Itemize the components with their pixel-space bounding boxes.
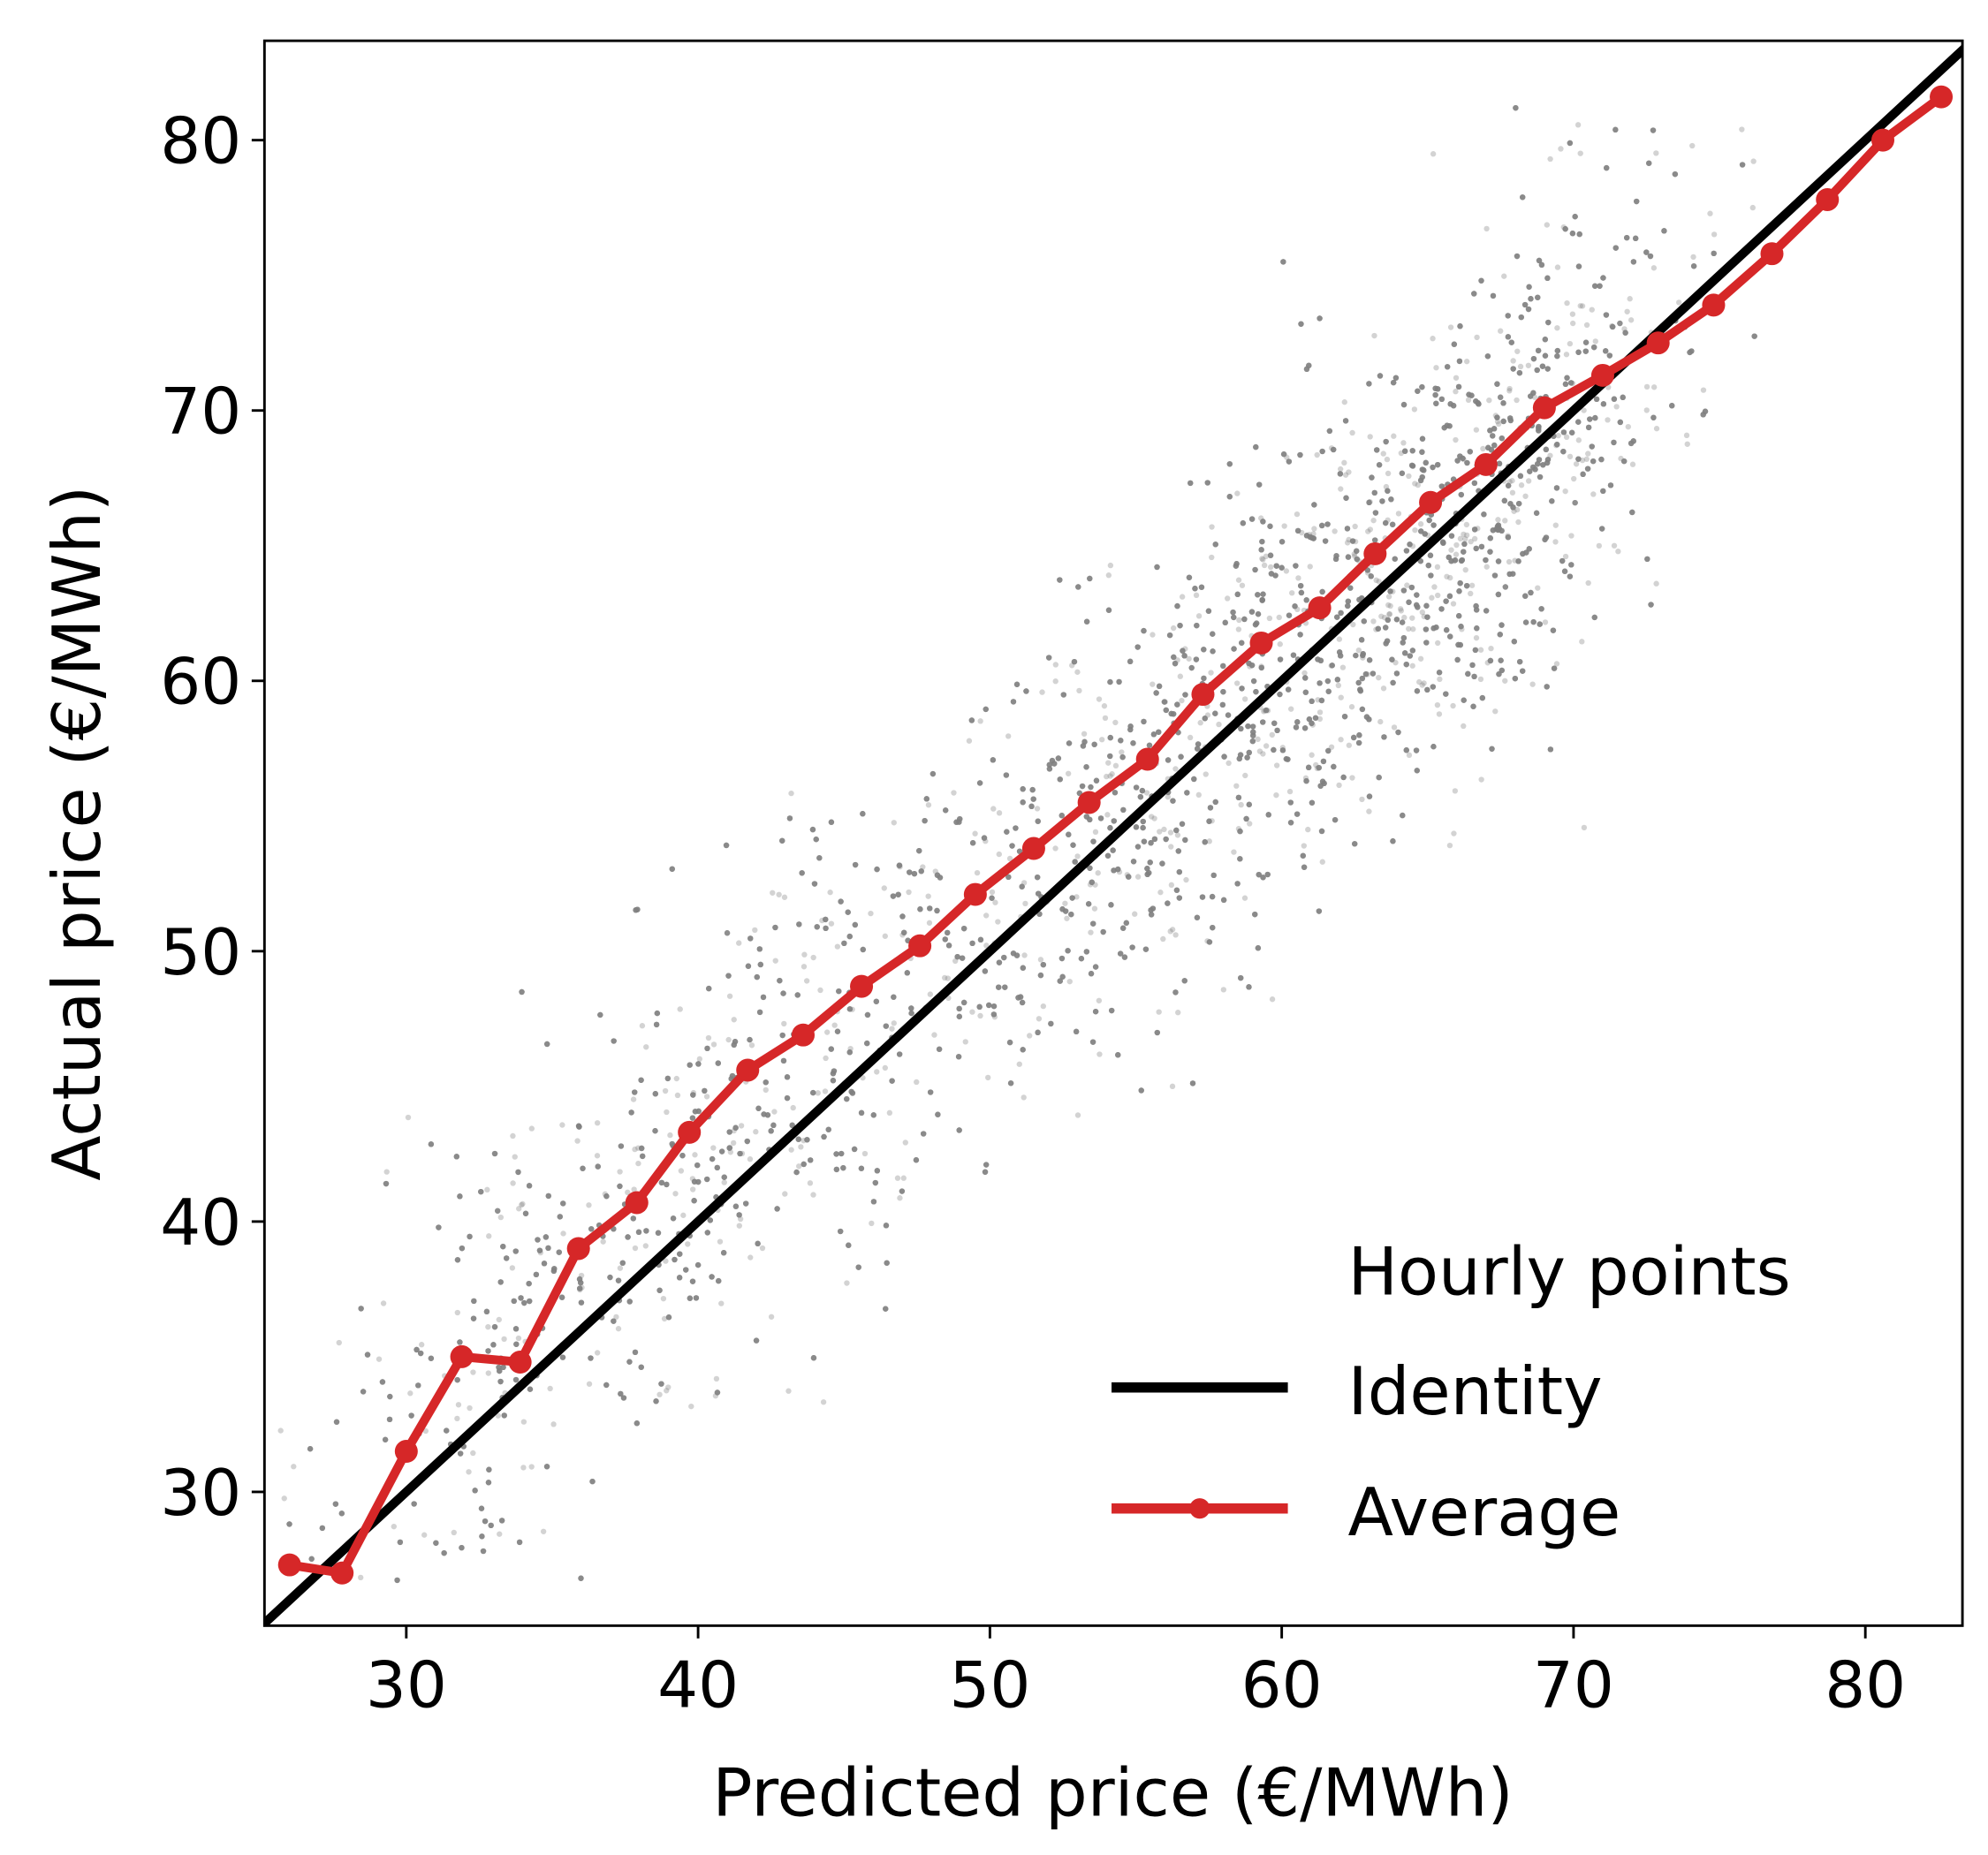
average-marker: [1474, 452, 1498, 476]
average-marker: [1930, 85, 1954, 109]
average-marker: [678, 1120, 702, 1144]
plot-area: [262, 39, 1964, 1627]
average-marker: [850, 974, 874, 998]
y-axis: 30 40 50 60 70 80: [160, 105, 265, 1531]
average-marker: [1077, 791, 1101, 814]
average-marker: [450, 1344, 474, 1368]
x-axis: 30 40 50 60 70 80: [366, 1625, 1906, 1723]
average-marker: [1191, 683, 1215, 707]
average-marker: [1135, 747, 1159, 771]
average-marker: [1816, 188, 1840, 211]
average-marker: [1590, 363, 1614, 387]
x-tick-label: 50: [949, 1649, 1030, 1723]
average-marker: [1870, 128, 1895, 152]
average-marker: [1646, 331, 1670, 355]
y-tick-label: 70: [160, 375, 241, 450]
average-marker: [908, 934, 932, 958]
y-tick-label: 60: [160, 646, 241, 720]
average-marker: [1760, 242, 1784, 266]
axes-frame: [262, 39, 1964, 1627]
average-marker: [566, 1237, 590, 1261]
identity-line: [264, 43, 1963, 1626]
legend: Hourly points Identity Average: [1112, 1232, 1791, 1551]
average-marker: [625, 1191, 649, 1215]
average-marker: [330, 1561, 354, 1585]
y-tick-label: 50: [160, 916, 241, 990]
legend-item-identity: Identity: [1112, 1352, 1603, 1430]
average-marker: [791, 1023, 816, 1047]
x-tick-label: 30: [366, 1649, 447, 1723]
x-tick-label: 70: [1533, 1649, 1614, 1723]
x-tick-label: 40: [657, 1649, 739, 1723]
average-marker: [508, 1351, 532, 1374]
average-marker: [1021, 837, 1045, 860]
average-marker: [1249, 631, 1273, 655]
legend-label-identity: Identity: [1348, 1352, 1603, 1430]
y-tick-label: 80: [160, 105, 241, 179]
x-tick-label: 80: [1825, 1649, 1906, 1723]
average-marker: [394, 1440, 418, 1464]
average-marker: [1532, 396, 1556, 420]
average-marker: [1702, 293, 1726, 317]
average-marker: [277, 1553, 301, 1577]
legend-item-average: Average: [1112, 1473, 1620, 1551]
average-line: [277, 85, 1954, 1585]
x-axis-label: Predicted price (€/MWh): [712, 1753, 1513, 1831]
y-tick-label: 30: [160, 1457, 241, 1531]
average-marker-icon: [1189, 1498, 1210, 1519]
average-marker: [1308, 596, 1332, 620]
y-axis-label: Actual price (€/MWh): [38, 486, 116, 1181]
legend-item-hourly-points: Hourly points: [1348, 1232, 1791, 1310]
average-marker: [963, 882, 987, 906]
average-marker: [1419, 490, 1443, 514]
legend-label-hourly-points: Hourly points: [1348, 1232, 1791, 1310]
average-marker: [736, 1058, 760, 1082]
x-tick-label: 60: [1241, 1649, 1323, 1723]
legend-label-average: Average: [1348, 1473, 1621, 1551]
average-marker: [1363, 541, 1387, 565]
y-tick-label: 40: [160, 1186, 241, 1261]
